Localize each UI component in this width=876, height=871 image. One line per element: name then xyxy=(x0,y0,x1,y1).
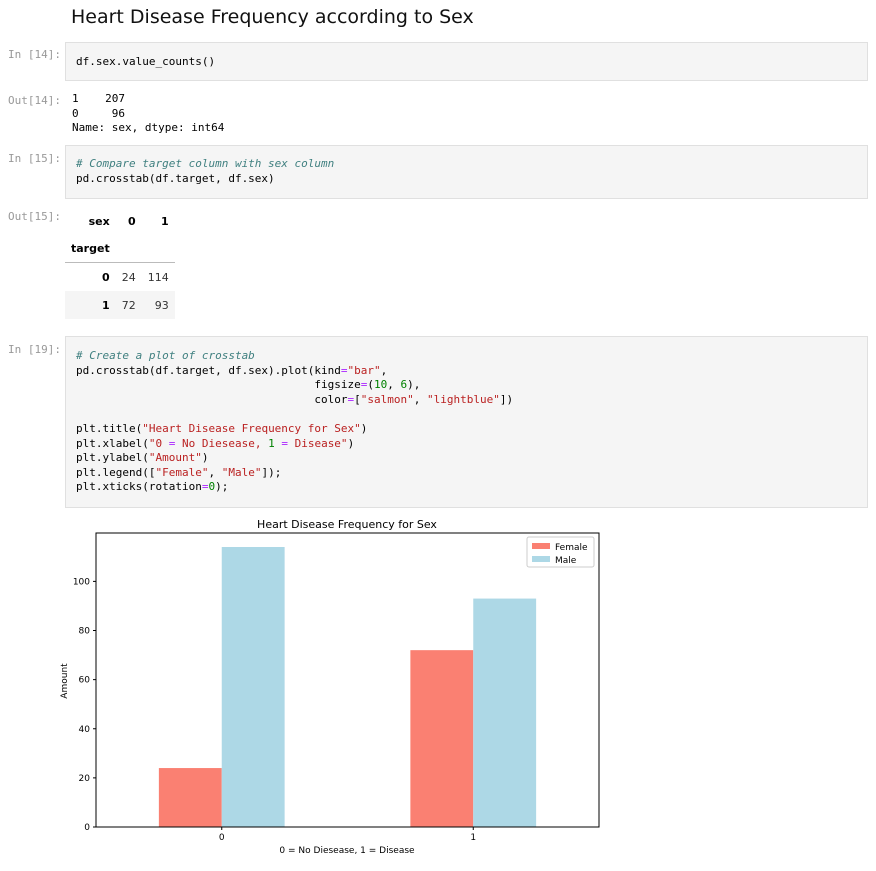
row-index: 0 xyxy=(102,270,110,284)
bar-male-1 xyxy=(473,598,537,827)
y-axis-label: Amount xyxy=(60,663,70,699)
index-name: target xyxy=(65,235,116,263)
code-comment: # Create a plot of crosstab xyxy=(76,349,255,362)
output-line: 0 96 xyxy=(72,106,125,120)
bars-group xyxy=(158,547,537,827)
y-tick-label: 20 xyxy=(79,774,91,784)
code-line: plt.xticks(rotation=0); xyxy=(76,480,229,494)
code-comment: # Compare target column with sex column xyxy=(76,157,335,170)
code-line: plt.xlabel("0 = No Diesease, 1 = Disease… xyxy=(76,436,355,450)
code-15[interactable]: # Compare target column with sex column … xyxy=(66,146,867,192)
in-prompt-15: In [15]: xyxy=(8,152,61,165)
code-line: color=["salmon", "lightblue"]) xyxy=(76,392,514,406)
code-cell-19[interactable]: # Create a plot of crosstab pd.crosstab(… xyxy=(65,336,868,508)
table-cell: 93 xyxy=(154,298,169,312)
bar-female-1 xyxy=(410,650,474,827)
code-line: figsize=(10, 6), xyxy=(76,378,421,392)
plot-frame xyxy=(95,532,600,828)
table-cell: 72 xyxy=(121,298,136,312)
x-tick-label: 1 xyxy=(470,833,476,843)
code-14[interactable]: df.sex.value_counts() xyxy=(66,43,867,76)
code-line: plt.legend(["Female", "Male"]); xyxy=(76,465,282,479)
row-index: 1 xyxy=(102,298,110,312)
y-tick-label: 0 xyxy=(84,823,90,833)
output-14: 1 207 0 96 Name: sex, dtype: int64 xyxy=(72,92,224,136)
section-heading: Heart Disease Frequency according to Sex xyxy=(71,6,474,28)
code-line: plt.title("Heart Disease Frequency for S… xyxy=(76,421,368,435)
legend-swatch-male xyxy=(532,556,550,562)
output-line: 1 207 xyxy=(72,92,125,105)
y-tick-label: 40 xyxy=(79,725,91,735)
out-prompt-15: Out[15]: xyxy=(8,210,61,223)
code-cell-15[interactable]: # Compare target column with sex column … xyxy=(65,145,868,199)
y-tick-label: 100 xyxy=(73,577,90,587)
x-axis-label: 0 = No Diesease, 1 = Disease xyxy=(279,846,415,856)
legend-swatch-female xyxy=(532,543,550,549)
code-line: pd.crosstab(df.target, df.sex) xyxy=(76,171,275,185)
columns-name: sex xyxy=(88,215,110,228)
legend: Female Male xyxy=(526,536,595,568)
in-prompt-19: In [19]: xyxy=(8,343,61,356)
in-prompt-14: In [14]: xyxy=(8,48,61,61)
table-cell: 114 xyxy=(147,270,169,284)
y-tick-label: 60 xyxy=(79,676,91,686)
output-line: Name: sex, dtype: int64 xyxy=(72,121,225,135)
chart-title: Heart Disease Frequency for Sex xyxy=(257,518,437,531)
code-cell-14[interactable]: df.sex.value_counts() xyxy=(65,42,868,81)
code-line: df.sex.value_counts() xyxy=(76,55,216,68)
table-row: 0 24 114 xyxy=(65,263,175,292)
code-line: plt.ylabel("Amount") xyxy=(76,451,209,465)
crosstab-table: sex 0 1 target 0 24 114 1 72 93 xyxy=(65,208,175,319)
y-tick-label: 80 xyxy=(79,627,91,637)
bar-chart: Heart Disease Frequency for Sex 0 = No D… xyxy=(60,518,600,856)
table-cell: 24 xyxy=(121,270,136,284)
legend-label-female: Female xyxy=(555,543,588,553)
code-line: pd.crosstab(df.target, df.sex).plot(kind… xyxy=(76,363,388,377)
bar-female-0 xyxy=(158,768,222,827)
x-tick-label: 0 xyxy=(219,833,225,843)
legend-label-male: Male xyxy=(555,556,577,566)
column-header: 0 xyxy=(128,215,136,228)
out-prompt-14: Out[14]: xyxy=(8,94,61,107)
code-19[interactable]: # Create a plot of crosstab pd.crosstab(… xyxy=(66,337,867,501)
table-row: 1 72 93 xyxy=(65,291,175,319)
column-header: 1 xyxy=(161,215,169,228)
bar-male-0 xyxy=(221,547,285,827)
